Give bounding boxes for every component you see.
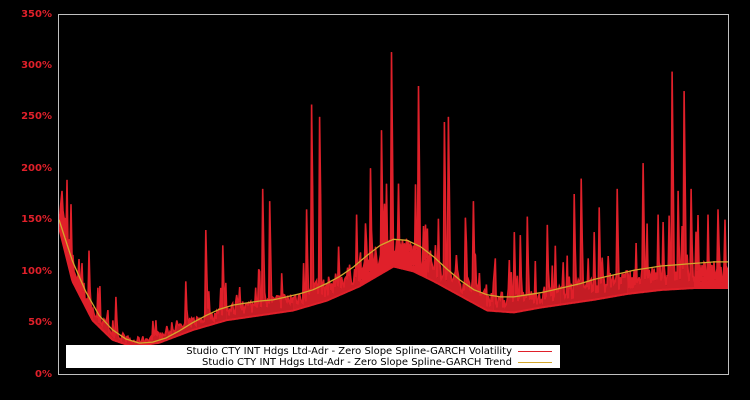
y-tick-150: 150% xyxy=(21,214,52,225)
chart-legend: Studio CTY INT Hdgs Ltd-Adr - Zero Slope… xyxy=(66,345,560,368)
y-tick-300: 300% xyxy=(21,60,52,71)
legend-item-trend: Studio CTY INT Hdgs Ltd-Adr - Zero Slope… xyxy=(202,357,512,368)
y-tick-250: 250% xyxy=(21,111,52,122)
legend-item-volatility: Studio CTY INT Hdgs Ltd-Adr - Zero Slope… xyxy=(186,346,512,357)
y-tick-100: 100% xyxy=(21,266,52,277)
volatility-series xyxy=(58,52,729,348)
plot-frame xyxy=(58,14,729,375)
legend-swatch-trend xyxy=(518,362,552,363)
y-tick-0: 0% xyxy=(35,369,52,380)
y-tick-200: 200% xyxy=(21,163,52,174)
y-tick-50: 50% xyxy=(28,317,52,328)
trend-series xyxy=(58,219,728,344)
y-tick-350: 350% xyxy=(21,9,52,20)
legend-swatch-volatility xyxy=(518,351,552,352)
